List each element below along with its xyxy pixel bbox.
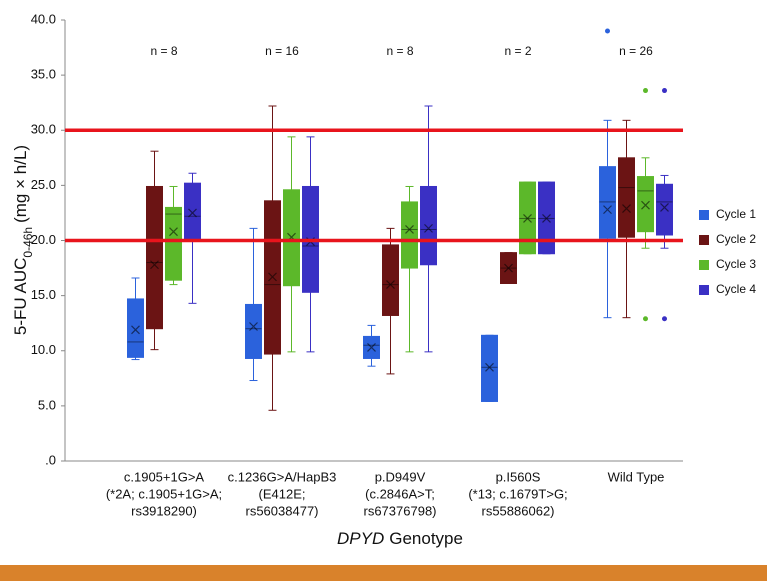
box (637, 176, 654, 233)
mean-marker (603, 205, 612, 215)
box (127, 298, 144, 358)
x-tick-label: rs55886062) (482, 503, 555, 518)
mean-marker (485, 362, 494, 372)
legend-label: Cycle 1 (716, 207, 756, 221)
y-axis-label: 5-FU AUC0-46h (mg × h/L) (11, 145, 35, 335)
legend-swatch (699, 210, 709, 220)
sample-size: n = 16 (265, 44, 299, 58)
mean-marker (386, 280, 395, 290)
sample-size: n = 8 (150, 44, 177, 58)
x-tick-label: c.1905+1G>A (124, 469, 205, 484)
mean-marker (622, 204, 631, 213)
box (245, 303, 262, 359)
mean-marker (169, 227, 178, 237)
sample-size: n = 8 (386, 44, 413, 58)
mean-marker (249, 322, 258, 331)
box (184, 182, 201, 241)
y-tick-label: 30.0 (31, 122, 56, 137)
y-tick-label: 35.0 (31, 67, 56, 82)
outlier (605, 28, 610, 34)
x-tick-label: (*13; c.1679T>G; (468, 486, 567, 501)
box (481, 334, 498, 402)
sample-size: n = 26 (619, 44, 653, 58)
y-tick-label: 10.0 (31, 342, 56, 357)
y-tick-label: 25.0 (31, 177, 56, 192)
mean-marker (523, 214, 532, 223)
y-tick-label: 40.0 (31, 11, 56, 26)
box (401, 201, 418, 269)
mean-marker (268, 272, 277, 282)
y-tick-label: .0 (45, 452, 56, 467)
sample-size: n = 2 (504, 44, 531, 58)
legend-label: Cycle 4 (716, 282, 756, 296)
mean-marker (660, 203, 669, 212)
mean-marker (504, 263, 513, 273)
y-tick-label: 20.0 (31, 232, 56, 247)
x-tick-label: p.D949V (375, 469, 426, 484)
box (618, 157, 635, 238)
x-tick-label: (E412E; (259, 486, 306, 501)
y-tick-label: 5.0 (38, 397, 56, 412)
mean-marker (188, 208, 197, 218)
legend-label: Cycle 3 (716, 257, 756, 271)
x-axis-label: DPYD Genotype (337, 529, 463, 548)
y-label-main: 5-FU AUC (11, 258, 30, 335)
box (146, 185, 163, 330)
outlier (662, 316, 667, 322)
x-tick-label: (*2A; c.1905+1G>A; (106, 486, 222, 501)
x-tick-label: Wild Type (608, 469, 665, 484)
y-label-unit: (mg × h/L) (11, 145, 30, 223)
legend-swatch (699, 285, 709, 295)
y-label-sub: 0-46h (21, 227, 35, 258)
footer-bar (0, 565, 767, 581)
mean-marker (542, 214, 551, 223)
outlier (643, 88, 648, 94)
x-tick-label: rs56038477) (246, 503, 319, 518)
mean-marker (405, 225, 414, 234)
x-tick-label: (c.2846A>T; (365, 486, 435, 501)
box (420, 185, 437, 266)
box (382, 244, 399, 316)
mean-marker (131, 325, 140, 335)
box (165, 206, 182, 281)
legend-label: Cycle 2 (716, 232, 756, 246)
box (599, 166, 616, 239)
x-tick-label: rs67376798) (364, 503, 437, 518)
x-tick-label: p.I560S (496, 469, 541, 484)
x-tick-label: c.1236G>A/HapB3 (228, 469, 337, 484)
x-label-main: Genotype (389, 529, 463, 548)
x-label-italic: DPYD (337, 529, 384, 548)
box (656, 183, 673, 236)
mean-marker (367, 343, 376, 352)
y-tick-label: 15.0 (31, 287, 56, 302)
x-tick-label: rs3918290) (131, 503, 197, 518)
outlier (662, 88, 667, 94)
mean-marker (424, 223, 433, 233)
legend-swatch (699, 235, 709, 245)
legend-swatch (699, 260, 709, 270)
mean-marker (150, 260, 159, 270)
outlier (643, 316, 648, 322)
mean-marker (641, 200, 650, 210)
